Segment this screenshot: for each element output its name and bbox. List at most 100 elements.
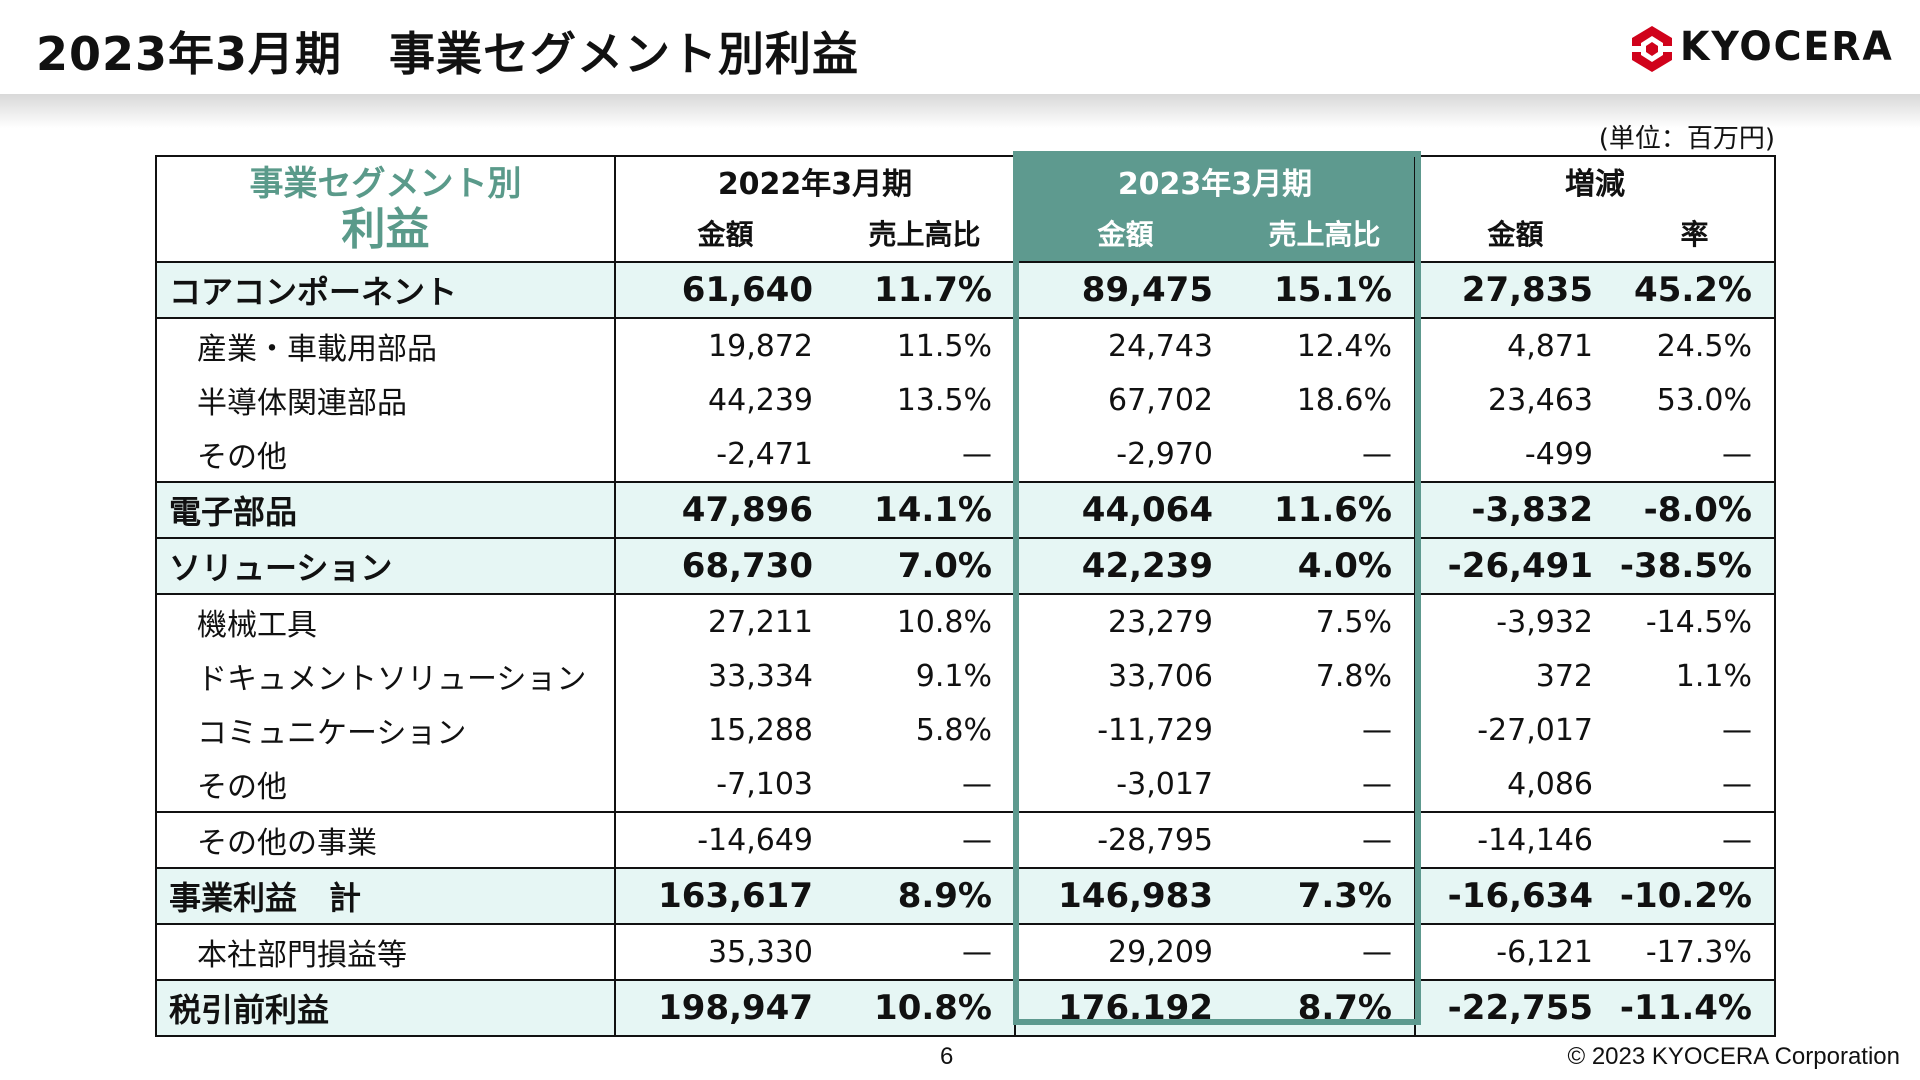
cell-dr: -14.5% (1615, 593, 1776, 649)
header-title-line2: 利益 (341, 204, 430, 255)
table-row: その他の事業 -14,649— -28,795— -14,146— (155, 811, 1776, 869)
cell-v2: -2,970 (1014, 427, 1235, 482)
header-ratio-2022: 売上高比 (835, 205, 1016, 263)
row-label: その他の事業 (155, 811, 616, 869)
row-label: 事業利益 計 (155, 867, 616, 925)
cell-d: -22,755 (1414, 979, 1615, 1037)
cell-d: 4,086 (1414, 757, 1615, 812)
cell-d: 4,871 (1414, 317, 1615, 373)
cell-r1: 11.7% (835, 261, 1016, 319)
row-label: コミュニケーション (155, 703, 616, 757)
row-label: ドキュメントソリューション (155, 649, 616, 703)
cell-d: 372 (1414, 649, 1615, 703)
table-row: その他 -2,471— -2,970— -499— (155, 427, 1776, 482)
table-header-row-1: 事業セグメント別 利益 2022年3月期 2023年3月期 増減 (155, 155, 1776, 263)
cell-v2: 176,192 (1014, 979, 1235, 1037)
header-period-2023: 2023年3月期 (1014, 155, 1416, 205)
logo-text: KYOCERA (1680, 24, 1894, 70)
cell-r1: 14.1% (835, 481, 1016, 539)
cell-r2: 7.8% (1235, 649, 1416, 703)
cell-v2: 146,983 (1014, 867, 1235, 925)
cell-v1: 198,947 (614, 979, 835, 1037)
cell-r1: 11.5% (835, 317, 1016, 373)
cell-v1: 19,872 (614, 317, 835, 373)
cell-dr: — (1615, 757, 1776, 812)
cell-r2: 18.6% (1235, 373, 1416, 427)
table-row: ドキュメントソリューション 33,334 9.1% 33,706 7.8% 372 1.1% (155, 649, 1776, 703)
cell-r1: — (835, 811, 1016, 869)
header-period-2022: 2022年3月期 (614, 155, 1016, 205)
cell-r1: 5.8% (835, 703, 1016, 757)
cell-v2: -28,795 (1014, 811, 1235, 869)
cell-dr: -10.2% (1615, 867, 1776, 925)
cell-v1: 61,640 (614, 261, 835, 319)
cell-v1: 163,617 (614, 867, 835, 925)
segment-profit-table: 事業セグメント別 利益 2022年3月期 2023年3月期 増減 金額 売上高比… (155, 155, 1776, 1037)
cell-dr: — (1615, 811, 1776, 869)
cell-r2: — (1235, 703, 1416, 757)
cell-dr: — (1615, 703, 1776, 757)
table-header-row-2: 金額 売上高比 金額 売上高比 金額 率 (156, 205, 1776, 263)
row-label: 税引前利益 (155, 979, 616, 1037)
kyocera-logo-icon (1630, 26, 1674, 72)
table-row: コミュニケーション 15,288 5.8% -11,729— -27,017— (155, 703, 1776, 757)
cell-dr: -11.4% (1615, 979, 1776, 1037)
cell-d: -3,932 (1414, 593, 1615, 649)
cell-r2: 4.0% (1235, 537, 1416, 595)
cell-v1: -2,471 (614, 427, 835, 482)
cell-v1: 35,330 (614, 923, 835, 981)
cell-d: -6,121 (1414, 923, 1615, 981)
table-row: 機械工具 27,211 10.8% 23,279 7.5% -3,932 -14.5% (155, 593, 1776, 649)
header-title-cell: 事業セグメント別 利益 (155, 155, 616, 263)
table-row: 本社部門損益等 35,330—29,209— -6,121 -17.3% (155, 923, 1776, 981)
page-title: 2023年3月期 事業セグメント別利益 (36, 27, 860, 81)
title-bar (0, 0, 1920, 94)
cell-d: -14,146 (1414, 811, 1615, 869)
cell-v2: -11,729 (1014, 703, 1235, 757)
cell-r2: — (1235, 427, 1416, 482)
cell-v2: 23,279 (1014, 593, 1235, 649)
table-row: 税引前利益 198,947 10.8% 176,192 8.7% -22,755 -11.4… (155, 979, 1776, 1037)
header-amount-2022: 金額 (614, 205, 835, 263)
cell-dr: 53.0% (1615, 373, 1776, 427)
cell-d: 27,835 (1414, 261, 1615, 319)
row-label: ソリューション (155, 537, 616, 595)
cell-dr: 24.5% (1615, 317, 1776, 373)
row-label: 半導体関連部品 (155, 373, 616, 427)
cell-v2: -3,017 (1014, 757, 1235, 812)
cell-v2: 89,475 (1014, 261, 1235, 319)
cell-r2: 7.3% (1235, 867, 1416, 925)
cell-dr: -8.0% (1615, 481, 1776, 539)
row-label: 電子部品 (155, 481, 616, 539)
cell-r1: 10.8% (835, 593, 1016, 649)
cell-r2: — (1235, 757, 1416, 812)
cell-d: -26,491 (1414, 537, 1615, 595)
kyocera-logo: KYOCERA (1630, 24, 1892, 74)
cell-v2: 29,209 (1014, 923, 1235, 981)
cell-dr: 1.1% (1615, 649, 1776, 703)
cell-v1: 44,239 (614, 373, 835, 427)
cell-r2: 12.4% (1235, 317, 1416, 373)
cell-v2: 44,064 (1014, 481, 1235, 539)
row-label: その他 (155, 427, 616, 482)
cell-r2: 7.5% (1235, 593, 1416, 649)
cell-r1: 7.0% (835, 537, 1016, 595)
table-row: 電子部品 47,896 14.1% 44,064 11.6% -3,832 -8.0% (155, 481, 1776, 539)
cell-r2: 8.7% (1235, 979, 1416, 1037)
table-row: ソリューション 68,730 7.0% 42,239 4.0% -26,491 -38.5% (155, 537, 1776, 595)
row-label: コアコンポーネント (155, 261, 616, 319)
header-change: 増減 (1414, 155, 1776, 205)
cell-r1: — (835, 427, 1016, 482)
cell-dr: — (1615, 427, 1776, 482)
cell-v1: 27,211 (614, 593, 835, 649)
header-ratio-2023: 売上高比 (1235, 205, 1416, 263)
cell-r1: 9.1% (835, 649, 1016, 703)
cell-v1: -14,649 (614, 811, 835, 869)
table-row: コアコンポーネント 61,640 11.7% 89,475 15.1% 27,835 45.… (155, 261, 1776, 319)
cell-d: -499 (1414, 427, 1615, 482)
table-body: コアコンポーネント 61,640 11.7% 89,475 15.1% 27,835 45.… (155, 261, 1776, 1037)
cell-r1: 10.8% (835, 979, 1016, 1037)
row-label: その他 (155, 757, 616, 812)
row-label: 産業・車載用部品 (155, 317, 616, 373)
copyright: © 2023 KYOCERA Corporation (1567, 1043, 1900, 1070)
